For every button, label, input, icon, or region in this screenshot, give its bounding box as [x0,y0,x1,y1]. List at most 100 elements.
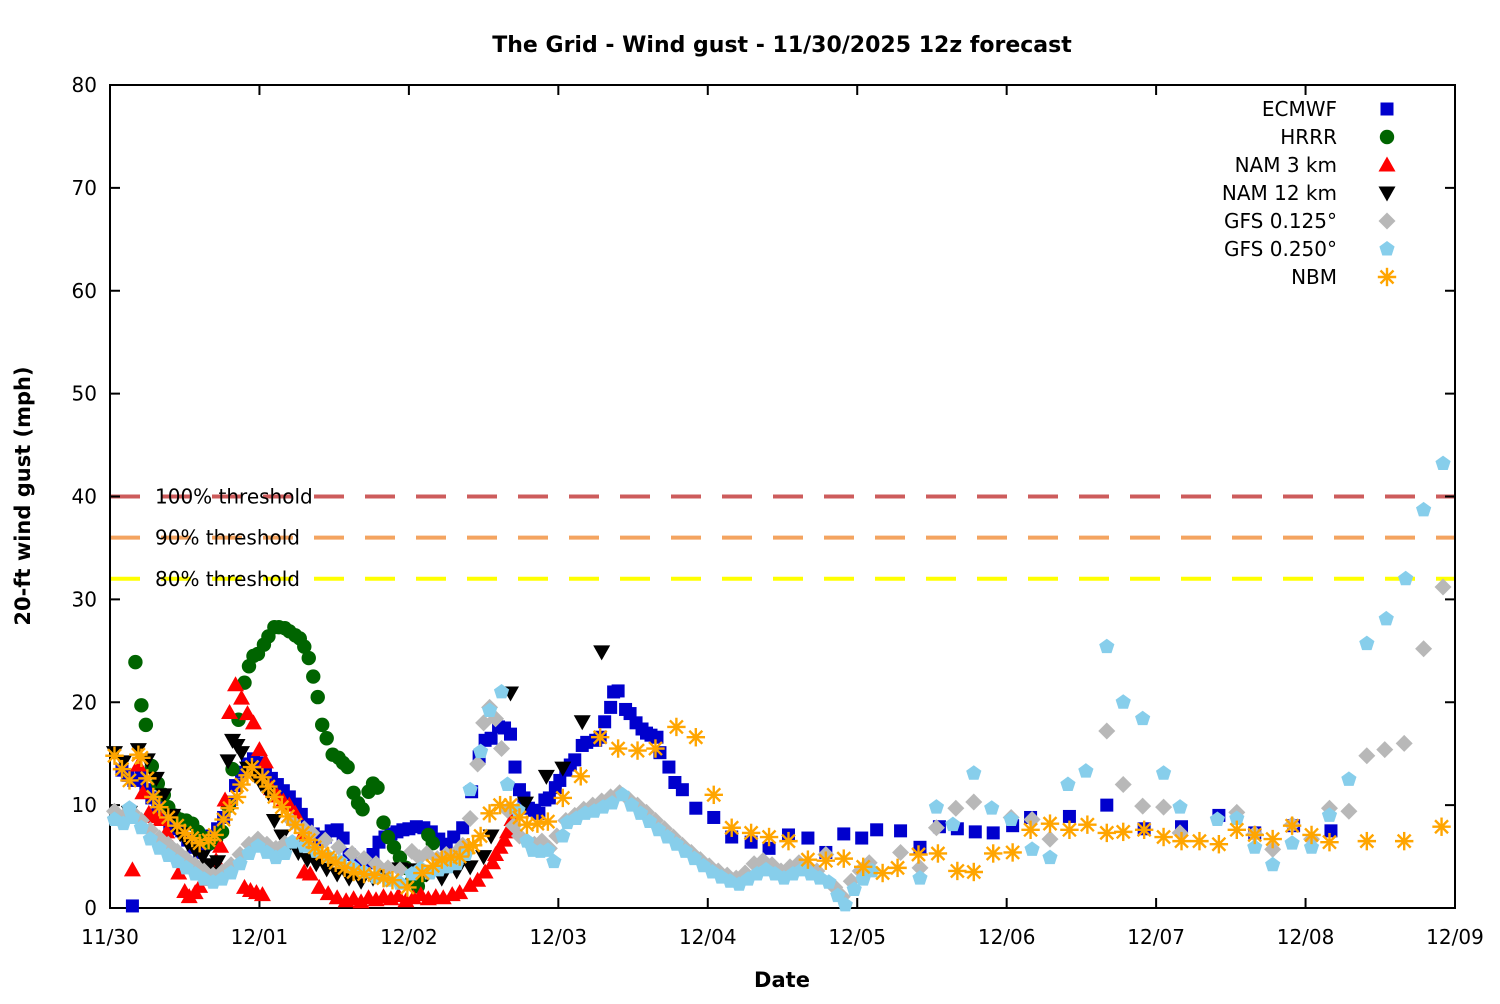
series-nam-3-km-point [476,863,494,879]
legend-marker-nam-3-km-shape [1378,156,1396,172]
y-tick-label: 80 [72,73,97,97]
series-ecmwf-point-shape [689,801,703,815]
series-nbm-point-shape [145,789,161,805]
series-gfs-0-250-point-shape [1099,638,1115,654]
series-gfs-0-250-point [546,853,562,869]
series-gfs-0-250-point [1155,765,1172,780]
series-gfs-0-250-point-shape [1303,839,1320,854]
series-nbm-point [132,748,151,768]
series-ecmwf-point [611,684,625,698]
series-gfs-0-125-point [911,859,929,877]
series-gfs-0-250-point [821,874,837,889]
series-hrrr-point-shape [301,650,316,666]
threshold-label-36: 90% threshold [155,526,300,550]
series-nbm-point [628,741,647,760]
series-gfs-0-250-point [659,829,676,844]
series-nbm-point [1320,832,1339,852]
series-ecmwf-point [508,760,522,774]
series-nbm-point [253,768,272,787]
series-nbm-point [686,728,706,747]
series-gfs-0-250-point-shape [1115,694,1131,709]
series-gfs-0-125-point-shape [469,755,487,773]
series-gfs-0-250-point-shape [133,819,149,835]
series-gfs-0-250-point [928,799,945,814]
series-hrrr-point-shape [355,802,370,817]
series-gfs-0-250-point-shape [966,765,982,780]
series-nam-3-km-point-shape [134,784,152,800]
series-nam-12-km-point-shape [593,645,611,661]
series-gfs-0-125-point [493,740,511,758]
series-nam-3-km-point-shape [461,876,479,892]
series-gfs-0-250-point-shape [912,870,928,885]
series-nbm-point [928,844,948,863]
series-gfs-0-250-point [124,809,141,824]
series-gfs-0-250-point-shape [462,781,478,797]
series-ecmwf-point-shape [484,731,498,745]
legend-marker-nam-12-km [1378,186,1396,202]
series-nbm-point-shape [320,850,336,865]
series-nbm-point-shape [1099,825,1115,841]
series-nbm-point [144,787,163,807]
series-gfs-0-250-point-shape [481,702,498,717]
series-gfs-0-250-point [481,702,498,717]
series-nbm-point [463,836,483,855]
series-nbm-point-shape [1062,822,1077,838]
series-nam-3-km-point-shape [496,831,514,847]
series-gfs-0-250-point [604,795,620,810]
legend-label-nam-12-km: NAM 12 km [1222,181,1337,205]
series-gfs-0-250-point-shape [821,874,837,889]
series-nbm-point-shape [519,817,535,833]
series-nam-12-km-point [593,645,611,661]
series-nbm-point-shape [648,741,663,756]
series-nbm-point-shape [400,880,415,895]
series-ecmwf-point [762,841,776,855]
series-nbm-point [480,804,499,823]
series-gfs-0-250-point-shape [830,887,846,903]
series-nam-12-km-point [233,746,251,762]
series-gfs-0-250-point [641,813,658,829]
series-nbm-point-shape [530,816,545,831]
legend: ECMWF HRRR NAM 3 km NAM 12 km GFS 0.125° GFS … [1222,97,1397,289]
series-gfs-0-250-point [1265,856,1281,872]
series-gfs-0-250-point [650,821,667,837]
series-gfs-0-125-point-shape [911,859,929,877]
legend-label-hrrr: HRRR [1280,125,1337,149]
series-nbm-point-shape [1211,836,1227,852]
series-nam-12-km-point [475,850,493,866]
series-nam-12-km-point [273,829,291,845]
series-nbm-point-shape [160,810,176,825]
series-ecmwf-point-shape [968,825,982,839]
series-gfs-0-250-point-shape [614,786,631,802]
series-ecmwf-point [542,791,556,805]
series-nam-3-km-point [129,756,147,772]
series-gfs-0-250-point [1042,849,1058,865]
series-gfs-0-250-point-shape [650,821,667,837]
series-nam-12-km-point [461,860,479,876]
series-nam-3-km-point [253,886,271,902]
legend-label-gfs-0-250: GFS 0.250° [1224,237,1337,261]
series-nbm-point-shape [114,761,130,777]
series-nbm-point-shape [503,797,518,813]
series-gfs-0-250-point [1172,799,1188,814]
series-gfs-0-250-point [392,875,408,890]
series-nbm-point [138,769,157,788]
series-nam-12-km-point [307,857,325,873]
series-nbm-point-shape [255,769,270,785]
series-gfs-0-125-point [965,793,983,811]
series-gfs-0-250-point [945,816,961,832]
series-nbm-point [834,849,853,868]
x-tick-label: 12/01 [231,925,289,949]
y-axis-title: 20-ft wind gust (mph) [11,366,35,625]
series-ecmwf-point [568,753,582,767]
series-nbm-point [1172,831,1191,851]
chart-title: The Grid - Wind gust - 11/30/2025 12z fo… [492,33,1072,58]
series-nam-3-km-point [496,831,514,847]
series-nbm-point-shape [482,806,497,821]
series-nbm-point-shape [1136,822,1152,838]
series-nbm-point [220,799,239,818]
series-hrrr-point [306,669,321,684]
series-nam-3-km-point [244,714,262,730]
series-nam-12-km-point-shape [516,796,534,812]
